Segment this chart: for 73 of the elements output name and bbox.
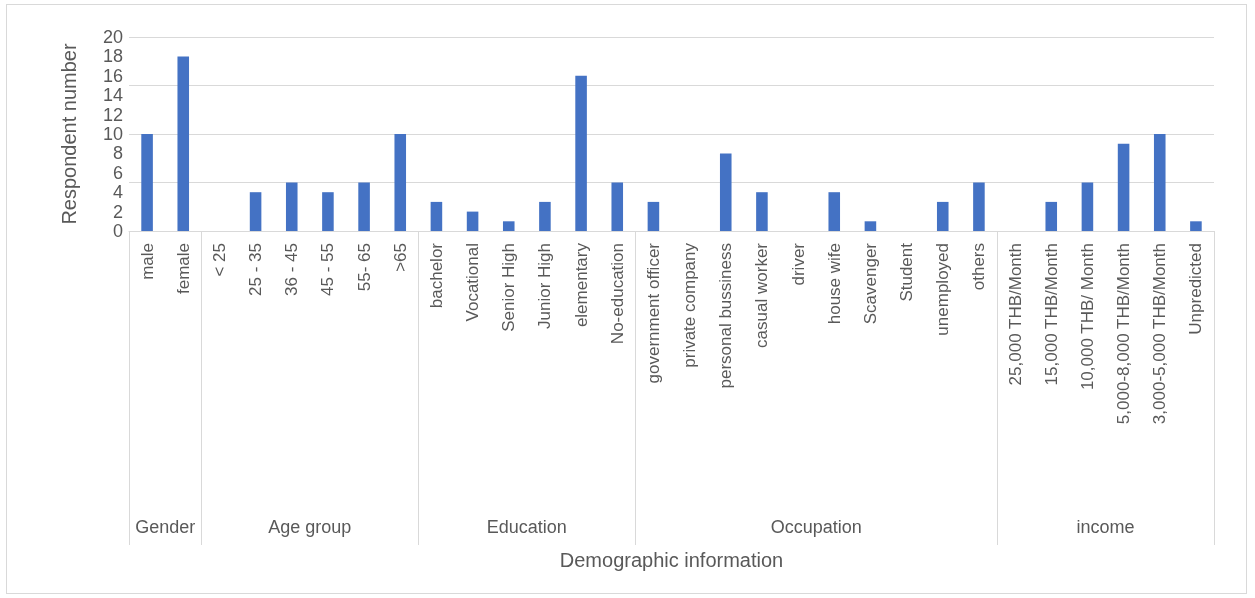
bar (611, 182, 624, 231)
y-tick-label: 10 (102, 124, 123, 144)
bar (864, 221, 877, 231)
text: income (1075, 517, 1136, 538)
x-tick-label: personal bussiness (716, 243, 736, 389)
y-tick-label: 20 (102, 27, 123, 47)
x-tick-label: Vocational (463, 243, 483, 322)
x-tick-label: bachelor (426, 242, 446, 309)
text: Gender (134, 517, 197, 538)
x-tick-label: No-education (607, 243, 627, 345)
bar (973, 182, 985, 231)
bar (647, 201, 660, 231)
y-tick-label: 6 (112, 162, 123, 183)
y-tick-label: 16 (102, 65, 123, 86)
x-tick-label: 36 - 45 (282, 243, 302, 296)
bar (1190, 221, 1202, 231)
x-tick-label: 10,000 THB/ Month (1077, 243, 1097, 391)
bar (1045, 201, 1058, 231)
y-tick-label: 8 (112, 143, 123, 164)
text: Age group (267, 517, 353, 538)
bar (322, 192, 334, 231)
bar (502, 221, 515, 231)
bar (358, 182, 370, 231)
x-tick-label: house wife (824, 243, 844, 325)
y-tick-label: 0 (112, 221, 123, 241)
x-tick-label: >65 (390, 243, 410, 272)
text: Occupation (769, 517, 863, 538)
x-tick-label: 3,000-5,000 THB/Month (1150, 243, 1170, 425)
bar (466, 211, 479, 231)
x-tick-label: casual worker (752, 242, 772, 348)
bar (177, 56, 190, 231)
x-tick-label: male (137, 243, 157, 280)
bar (1117, 143, 1130, 231)
bar (141, 134, 153, 231)
x-tick-label: female (173, 243, 193, 295)
x-tick-label: 25 - 35 (246, 243, 266, 296)
x-tick-label: 15,000 THB/Month (1041, 243, 1061, 386)
x-tick-label: elementary (571, 242, 591, 328)
y-tick-label: 18 (102, 46, 123, 67)
bar (756, 192, 768, 231)
y-tick-label: 14 (102, 85, 123, 106)
bar (1153, 134, 1166, 231)
bar (575, 75, 587, 231)
x-tick-label: Junior High (535, 243, 555, 329)
y-tick-label: 12 (102, 104, 123, 125)
x-tick-label: Unpredicted (1186, 243, 1206, 335)
bar (828, 192, 841, 231)
x-tick-label: Senior High (499, 243, 519, 332)
x-tick-label: 45 - 55 (318, 243, 338, 296)
x-tick-label: others (969, 243, 989, 291)
text: Education (485, 517, 568, 538)
x-tick-label: 5,000-8,000 THB/Month (1114, 243, 1134, 425)
bar (430, 201, 443, 231)
x-tick-label: Student (897, 242, 917, 302)
bar (1081, 182, 1094, 231)
x-tick-label: 25,000 THB/Month (1005, 243, 1025, 386)
y-tick-label: 2 (112, 201, 123, 222)
bar (249, 192, 262, 231)
text: Demographic information (558, 549, 785, 572)
x-tick-label: < 25 (209, 243, 229, 277)
bar (539, 201, 551, 231)
bar (394, 134, 407, 231)
x-tick-label: Scavenger (860, 242, 880, 325)
x-tick-label: private company (680, 242, 700, 368)
bar (285, 182, 298, 231)
y-tick-label: 4 (112, 182, 123, 203)
bar (719, 153, 732, 231)
x-tick-label: driver (788, 242, 808, 286)
y-axis-title: Respondent number (58, 43, 80, 225)
bar (936, 201, 949, 231)
x-tick-label: 55- 65 (354, 243, 374, 292)
x-tick-label: government officer (643, 242, 663, 384)
x-tick-label: unemployed (933, 243, 953, 336)
